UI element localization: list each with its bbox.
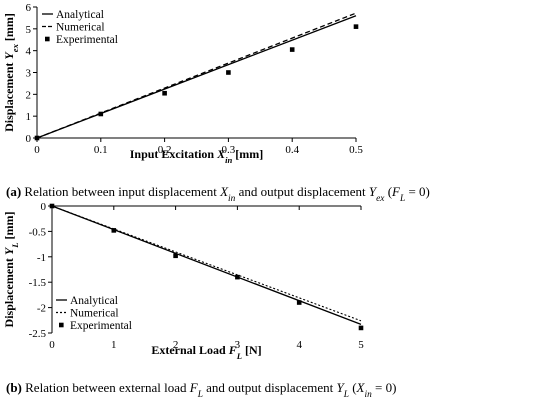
x-tick-label: 1 bbox=[111, 339, 117, 351]
x-tick-label: 5 bbox=[358, 339, 364, 351]
y-tick-label: -2.5 bbox=[29, 328, 47, 340]
x-tick-label: 0.2 bbox=[158, 144, 172, 156]
series-line-numerical bbox=[36, 12, 357, 139]
experimental-point bbox=[235, 274, 240, 280]
y-tick-label: 0 bbox=[41, 201, 47, 213]
y-tick-label: -2 bbox=[37, 303, 46, 315]
x-axis-label: Input Excitation Xin [mm] bbox=[130, 147, 264, 165]
chart-panel-a: 0 1 2 3 4 5 6 0 0.1 0.2 0.3 0.4 0.5 Input Excitation … bbox=[2, 2, 430, 204]
experimental-point bbox=[289, 47, 295, 52]
x-tick-label: 0.4 bbox=[285, 144, 299, 156]
y-tick-label: -1 bbox=[37, 252, 46, 264]
experimental-point bbox=[49, 203, 55, 209]
y-tick-label: 0 bbox=[26, 133, 32, 145]
y-tick-label: 5 bbox=[26, 24, 32, 36]
y-tick-label: -1.5 bbox=[29, 277, 47, 289]
experimental-point bbox=[358, 325, 364, 331]
y-tick-label: 4 bbox=[26, 46, 32, 58]
legend-item-analytical: Analytical bbox=[42, 9, 104, 21]
legend-item-experimental: Experimental bbox=[59, 320, 132, 332]
legend-label: Experimental bbox=[56, 34, 118, 46]
experimental-point bbox=[226, 70, 231, 75]
legend-item-experimental: Experimental bbox=[45, 34, 118, 46]
legend-label: Numerical bbox=[70, 308, 119, 320]
experimental-point bbox=[162, 90, 167, 96]
y-axis-label: Displacement YL [mm] bbox=[2, 212, 20, 328]
experimental-point bbox=[173, 253, 178, 259]
legend-label: Analytical bbox=[70, 295, 118, 307]
experimental-point bbox=[98, 111, 104, 117]
y-tick-label: 3 bbox=[26, 68, 32, 80]
legend-label: Analytical bbox=[56, 9, 104, 21]
x-tick-label: 0.3 bbox=[222, 144, 236, 156]
x-tick-label: 4 bbox=[296, 339, 302, 351]
y-tick-label: -0.5 bbox=[29, 226, 47, 238]
y-tick-label: 1 bbox=[26, 111, 32, 123]
x-tick-label: 0.1 bbox=[94, 144, 108, 156]
experimental-point bbox=[111, 228, 117, 233]
legend-label: Numerical bbox=[56, 22, 105, 34]
legend-item-numerical: Numerical bbox=[56, 308, 119, 320]
y-axis-label: Displacement Yex [mm] bbox=[2, 13, 20, 132]
x-tick-label: 0.5 bbox=[349, 144, 363, 156]
x-tick-label: 3 bbox=[235, 339, 241, 351]
figure-caption-a: (a) Relation between input displacement … bbox=[6, 184, 430, 204]
series-line-analytical bbox=[51, 205, 362, 325]
y-tick-label: 2 bbox=[26, 89, 32, 101]
y-tick-label: 6 bbox=[26, 2, 32, 14]
legend-label: Experimental bbox=[70, 320, 132, 332]
x-axis-label: External Load FL [N] bbox=[151, 343, 261, 361]
legend-item-numerical: Numerical bbox=[42, 22, 105, 34]
x-tick-label: 2 bbox=[173, 339, 179, 351]
experimental-point bbox=[353, 24, 359, 29]
legend-swatch bbox=[59, 322, 64, 328]
experimental-point bbox=[34, 135, 40, 141]
experimental-point bbox=[296, 300, 302, 305]
series-line-numerical bbox=[51, 205, 362, 322]
legend-item-analytical: Analytical bbox=[56, 295, 118, 307]
x-tick-label: 0 bbox=[49, 339, 55, 351]
x-tick-label: 0 bbox=[34, 144, 40, 156]
legend-swatch bbox=[45, 36, 50, 42]
figure-caption-b: (b) Relation between external load FL an… bbox=[6, 380, 396, 400]
